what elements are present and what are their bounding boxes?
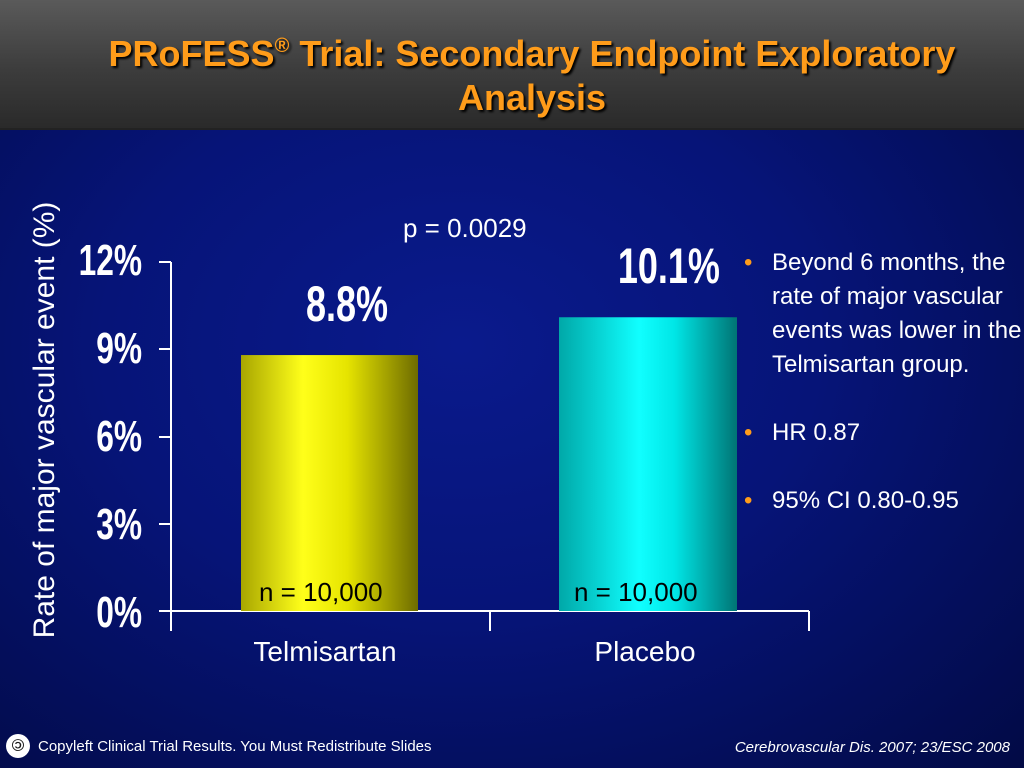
bullet-text: 95% CI 0.80-0.95: [772, 487, 959, 514]
p-value-label: p = 0.0029: [403, 213, 527, 243]
y-tick-label-0: 0%: [96, 588, 142, 637]
footer-left-text: Copyleft Clinical Trial Results. You Mus…: [38, 737, 432, 755]
n-label-telmisartan: n = 10,000: [259, 577, 383, 607]
footer-copyleft: © Copyleft Clinical Trial Results. You M…: [6, 734, 432, 758]
title-rest: Trial: Secondary Endpoint Exploratory An…: [289, 33, 956, 118]
y-tick-label-6: 6%: [96, 412, 142, 461]
bullet-text: HR 0.87: [772, 419, 861, 446]
bar-telmisartan: [241, 355, 418, 611]
registered-mark: ®: [274, 35, 290, 57]
bar-placebo: [559, 317, 737, 611]
y-tick-label-9: 9%: [96, 324, 142, 373]
x-category-telmisartan: Telmisartan: [253, 636, 397, 667]
bullet-dot-icon: •: [744, 249, 753, 276]
title-bar: PRoFESS® Trial: Secondary Endpoint Explo…: [0, 0, 1024, 130]
bullet-item: • Beyond 6 months, the rate of major vasc…: [742, 246, 1024, 382]
y-tick-label-3: 3%: [96, 500, 142, 549]
x-category-placebo: Placebo: [594, 636, 696, 667]
n-label-placebo: n = 10,000: [574, 577, 698, 607]
copyleft-icon: ©: [6, 734, 30, 758]
bullet-dot-icon: •: [744, 419, 753, 446]
y-tick-label-12: 12%: [78, 236, 142, 285]
bar-value-label-telmisartan: 8.8%: [305, 276, 389, 333]
bullet-item: • 95% CI 0.80-0.95: [742, 484, 1024, 518]
bar-value-label-placebo: 10.1%: [617, 238, 720, 295]
bullet-dot-icon: •: [744, 487, 753, 514]
slide-title: PRoFESS® Trial: Secondary Endpoint Explo…: [40, 24, 1024, 120]
bullet-list: • Beyond 6 months, the rate of major vasc…: [742, 246, 1024, 552]
title-brand: PRoFESS: [108, 33, 275, 74]
bullet-text: Beyond 6 months, the rate of major vascu…: [772, 249, 1022, 378]
footer-citation: Cerebrovascular Dis. 2007; 23/ESC 2008: [734, 739, 1010, 756]
bullet-item: • HR 0.87: [742, 416, 1024, 450]
